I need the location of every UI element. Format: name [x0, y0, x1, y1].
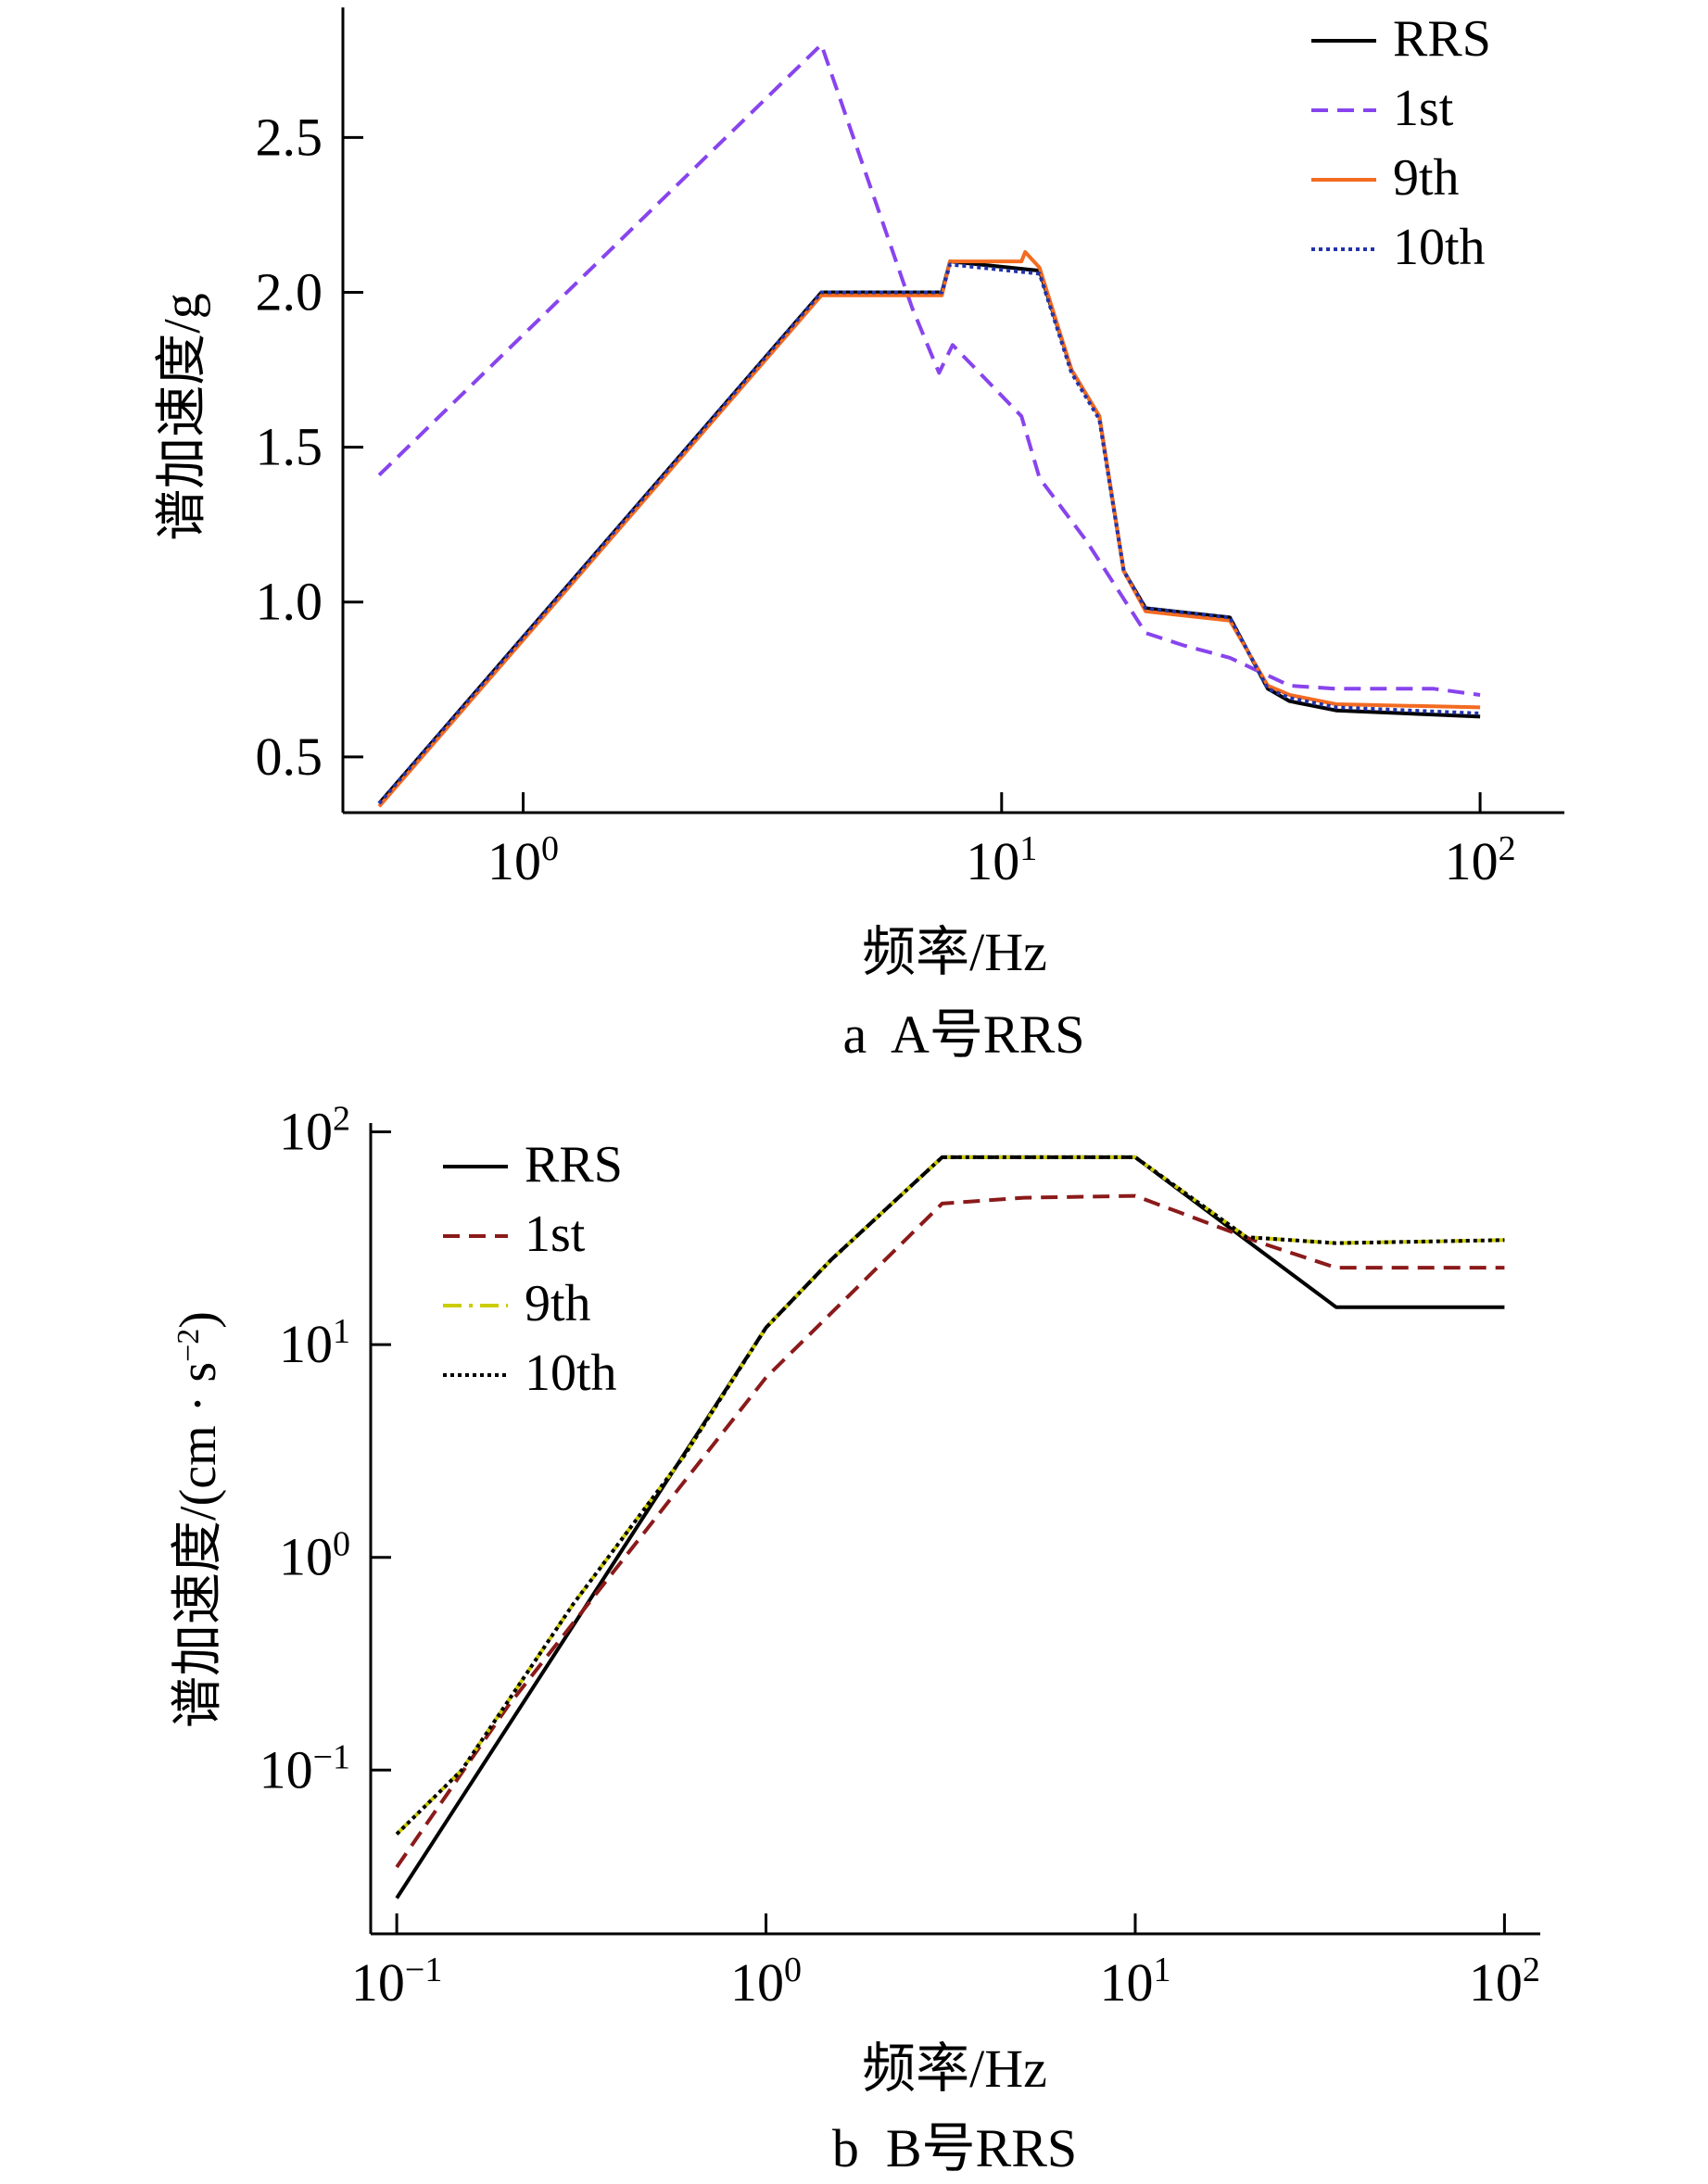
chart-b-y-ticks: 10−1 100 101 102 [259, 1100, 391, 1799]
legend-label-10th: 10th [1393, 219, 1486, 276]
chart-b-y-label-end: ) [170, 1311, 227, 1329]
y-tick-label: 1.5 [256, 417, 323, 477]
chart-b-series [395, 1155, 1505, 1900]
chart-a-y-label: 谱加速度/g [154, 293, 211, 541]
legend-label-RRS: RRS [1393, 10, 1491, 68]
legend-label-10th: 10th [525, 1344, 617, 1402]
chart-a-legend: RRS 1st 9th 10th [1311, 10, 1491, 276]
chart-a-x-ticks: 100 101 102 [487, 792, 1516, 891]
x-tick-label: 102 [1469, 1950, 1540, 2013]
chart-a: 0.51.01.52.02.5 100 101 102 RRS1st9th10th … [154, 7, 1564, 1065]
series-line-RRS [395, 1155, 1505, 1900]
legend-label-9th: 9th [525, 1275, 591, 1332]
y-tick-label: 101 [279, 1312, 350, 1374]
chart-b-y-label-exp: −2 [171, 1329, 206, 1362]
series-line-9th [377, 250, 1481, 808]
chart-a-x-label: 频率/Hz [862, 922, 1047, 982]
chart-b-y-label: 谱加速度/(cm · s−2) [170, 1311, 227, 1728]
chart-b-caption: b B号RRS [832, 2118, 1077, 2178]
x-tick-label: 102 [1445, 829, 1516, 891]
y-tick-label: 102 [279, 1100, 350, 1162]
series-line-1st [377, 43, 1481, 697]
chart-b-y-label-main: 谱加速度/(cm · s [170, 1362, 227, 1728]
legend-label-1st: 1st [1393, 80, 1454, 137]
series-line-10th [395, 1155, 1505, 1836]
series-line-1st [395, 1193, 1505, 1869]
y-tick-label: 2.0 [256, 261, 323, 322]
chart-a-series [377, 43, 1481, 808]
chart-b-x-ticks: 10−1 100 101 102 [351, 1913, 1540, 2013]
y-tick-label: 1.0 [256, 572, 323, 632]
x-tick-label: 101 [966, 829, 1037, 891]
x-tick-label: 100 [730, 1950, 802, 2013]
y-tick-label: 2.5 [256, 107, 323, 167]
chart-b: 10−1 100 101 102 10−1 100 101 102 RRS 1st 9th 10t… [170, 1100, 1540, 2178]
x-tick-label: 100 [487, 829, 559, 891]
series-line-RRS [377, 259, 1481, 805]
chart-a-caption: a A号RRS [842, 1004, 1084, 1065]
x-tick-label: 101 [1099, 1950, 1170, 2013]
y-tick-label: 0.5 [256, 726, 323, 787]
y-tick-label: 10−1 [259, 1737, 350, 1799]
legend-label-RRS: RRS [525, 1136, 623, 1193]
chart-a-y-ticks: 0.5 1.0 1.5 2.0 2.5 [256, 107, 363, 787]
chart-b-legend: RRS 1st 9th 10th [443, 1136, 623, 1402]
legend-label-1st: 1st [525, 1206, 586, 1263]
chart-b-x-label: 频率/Hz [862, 2039, 1047, 2099]
x-tick-label: 10−1 [351, 1950, 442, 2013]
y-tick-label: 100 [279, 1525, 350, 1587]
legend-label-9th: 9th [1393, 149, 1460, 207]
